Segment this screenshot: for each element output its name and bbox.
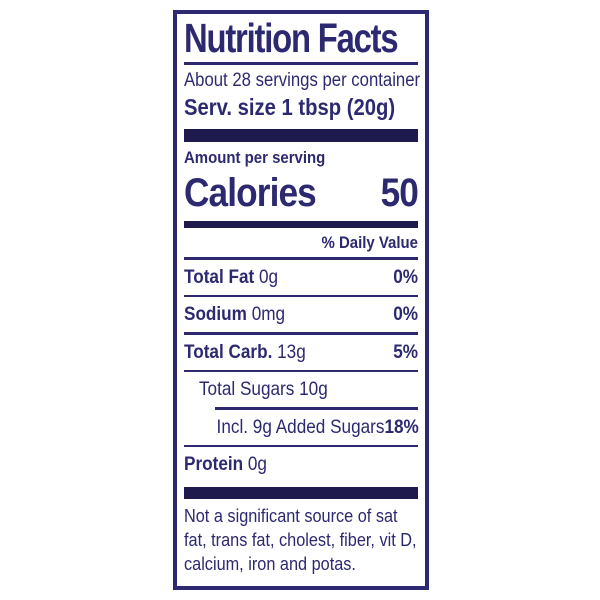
- thick-divider-bottom: [184, 487, 418, 499]
- nutrient-daily-value: 0%: [393, 265, 418, 288]
- calories-row: Calories 50: [184, 169, 419, 217]
- nutrient-text: Total Sugars 10g: [199, 378, 328, 401]
- nutrient-amount: 0mg: [246, 303, 286, 325]
- daily-value-header: % Daily Value: [321, 233, 418, 252]
- nutrient-amount: 10g: [294, 378, 328, 400]
- nutrient-row: Protein 0g: [184, 447, 418, 482]
- calories-value: 50: [380, 171, 419, 215]
- nutrient-text: Protein 0g: [184, 453, 267, 476]
- nutrient-row: Total Carb. 13g 5%: [184, 335, 418, 370]
- footnote-line: Not a significant source of sat: [184, 505, 398, 526]
- row-divider: [184, 294, 418, 297]
- nutrient-text: Total Fat 0g: [184, 266, 278, 289]
- serving-size: Serv. size 1 tbsp (20g): [184, 94, 396, 120]
- nutrition-facts-label: Nutrition Facts About 28 servings per co…: [173, 10, 429, 590]
- footnote-line: calcium, iron and potas.: [184, 553, 356, 574]
- label-title: Nutrition Facts: [184, 15, 399, 61]
- nutrient-daily-value: 0%: [393, 303, 418, 325]
- thick-divider-top: [184, 129, 418, 142]
- footnote: Not a significant source of sat fat, tran…: [184, 504, 418, 576]
- nutrient-amount: 0g: [243, 453, 267, 475]
- nutrient-amount: 13g: [272, 340, 306, 363]
- nutrient-text: Total Carb. 13g: [184, 341, 306, 364]
- nutrient-name: Total Fat: [184, 265, 255, 288]
- title-divider: [184, 62, 418, 65]
- footnote-line: fat, trans fat, cholest, fiber, vit D,: [184, 529, 417, 550]
- nutrient-text: Incl. 9g Added Sugars: [217, 416, 385, 439]
- row-divider: [184, 444, 418, 447]
- nutrient-amount: 0g: [254, 265, 279, 288]
- row-divider: [215, 407, 418, 410]
- nutrient-name: Total Sugars: [198, 378, 295, 400]
- nutrient-row: Incl. 9g Added Sugars 18%: [184, 410, 419, 445]
- nutrient-name: Incl. 9g Added Sugars: [216, 415, 385, 438]
- nutrient-name: Sodium: [184, 303, 247, 325]
- nutrient-row: Total Sugars 10g: [184, 372, 418, 407]
- header-divider: [184, 257, 418, 260]
- amount-per-serving-label: Amount per serving: [184, 148, 326, 167]
- row-divider: [184, 332, 418, 335]
- calories-label: Calories: [184, 171, 317, 215]
- nutrient-rows: Total Fat 0g 0% Sodium 0mg 0% Total Carb. 13…: [184, 260, 419, 483]
- nutrient-text: Sodium 0mg: [184, 303, 285, 326]
- nutrient-name: Protein: [184, 453, 244, 475]
- nutrient-row: Total Fat 0g 0%: [184, 260, 418, 295]
- nutrient-row: Sodium 0mg 0%: [184, 297, 418, 332]
- nutrient-daily-value: 18%: [384, 415, 419, 438]
- servings-per-container: About 28 servings per container: [184, 70, 421, 91]
- nutrient-daily-value: 5%: [393, 340, 418, 363]
- nutrient-name: Total Carb.: [184, 340, 273, 363]
- row-divider: [184, 369, 418, 372]
- medium-divider: [184, 221, 418, 228]
